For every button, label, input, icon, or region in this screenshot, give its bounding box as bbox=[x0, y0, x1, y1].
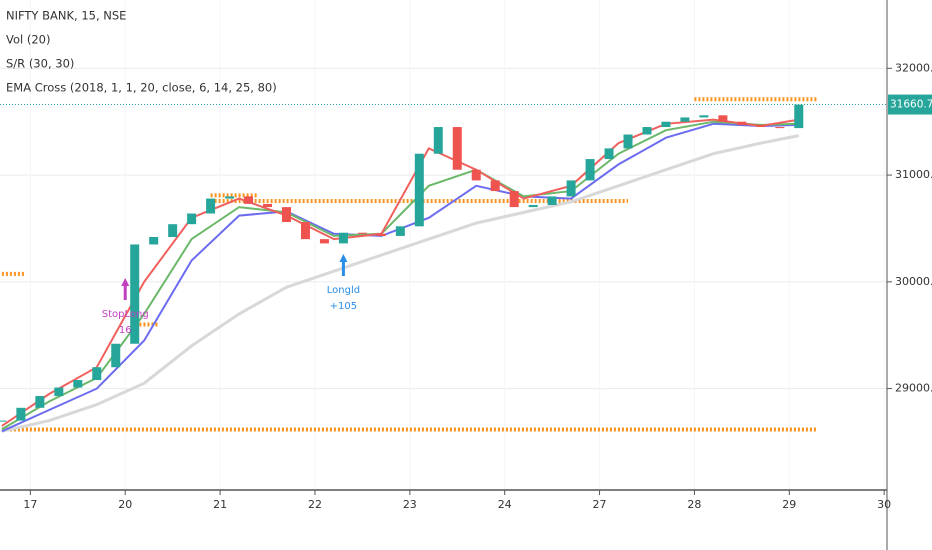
candle bbox=[16, 407, 26, 421]
candle bbox=[149, 236, 159, 245]
candle bbox=[73, 380, 83, 388]
candle bbox=[319, 239, 329, 244]
signal-label: Longld bbox=[327, 285, 360, 296]
indicator-label: EMA Cross (2018, 1, 1, 20, close, 6, 14,… bbox=[6, 81, 277, 95]
candle bbox=[414, 153, 424, 227]
candle bbox=[0, 420, 7, 422]
candle bbox=[661, 121, 671, 128]
candle bbox=[680, 117, 690, 122]
candle bbox=[642, 127, 652, 135]
candle bbox=[471, 169, 481, 181]
candle bbox=[395, 226, 405, 236]
signal-arrow bbox=[121, 278, 130, 300]
signal-label: StopLong bbox=[102, 309, 149, 320]
candle bbox=[433, 127, 443, 154]
candle bbox=[775, 127, 785, 129]
candle bbox=[244, 196, 254, 204]
x-tick-label: 24 bbox=[498, 498, 512, 511]
candle bbox=[35, 396, 45, 408]
indicator-label: S/R (30, 30) bbox=[6, 57, 74, 71]
grid bbox=[0, 0, 887, 490]
candle bbox=[54, 387, 64, 397]
ema-line bbox=[1, 122, 799, 433]
chart-title: NIFTY BANK, 15, NSE bbox=[6, 9, 126, 23]
y-tick-label: 31000.00 bbox=[895, 168, 932, 181]
candle bbox=[225, 196, 235, 199]
candle bbox=[547, 196, 557, 205]
signal-arrow bbox=[339, 254, 348, 276]
candle bbox=[376, 233, 386, 236]
x-tick-label: 22 bbox=[308, 498, 322, 511]
x-tick-label: 20 bbox=[118, 498, 132, 511]
signal-detail: +105 bbox=[330, 301, 357, 312]
legend: NIFTY BANK, 15, NSE Vol (20) S/R (30, 30… bbox=[6, 9, 277, 95]
candle bbox=[737, 121, 747, 125]
candle bbox=[490, 180, 500, 192]
candle bbox=[756, 124, 766, 128]
candle bbox=[452, 127, 462, 170]
x-tick-label: 21 bbox=[213, 498, 227, 511]
candle bbox=[263, 203, 273, 208]
candle bbox=[300, 222, 310, 240]
candle bbox=[528, 204, 538, 208]
last-price-label: 31660.70 bbox=[890, 99, 932, 111]
x-tick-label: 23 bbox=[403, 498, 417, 511]
y-tick-label: 29000.00 bbox=[895, 382, 932, 395]
candle bbox=[699, 115, 709, 118]
y-tick-label: 32000.00 bbox=[895, 61, 932, 74]
last-price-box bbox=[888, 94, 932, 115]
candle bbox=[623, 134, 633, 149]
candle bbox=[92, 367, 102, 381]
signal-detail: 16 bbox=[119, 325, 132, 336]
candle bbox=[357, 232, 367, 234]
ema-line bbox=[1, 134, 800, 433]
candle bbox=[566, 180, 576, 197]
y-tick-label: 30000.00 bbox=[895, 275, 932, 288]
candle bbox=[281, 207, 291, 223]
x-tick-label: 17 bbox=[23, 498, 37, 511]
candle bbox=[130, 244, 140, 344]
candle bbox=[206, 198, 216, 214]
candle bbox=[509, 191, 519, 208]
x-tick-label: 30 bbox=[877, 498, 891, 511]
candle bbox=[168, 224, 178, 237]
candle bbox=[718, 115, 728, 122]
candle bbox=[111, 343, 121, 368]
candle bbox=[585, 159, 595, 181]
x-tick-label: 27 bbox=[593, 498, 607, 511]
axes: 29000.00 30000.00 31000.00 32000.00 17 20 21 22… bbox=[23, 61, 932, 511]
x-tick-label: 28 bbox=[687, 498, 701, 511]
candle bbox=[794, 104, 804, 129]
indicator-label: Vol (20) bbox=[6, 33, 50, 47]
plot-area: StopLong 16 Longld +105 bbox=[0, 97, 887, 433]
candle bbox=[604, 148, 614, 160]
x-tick-label: 29 bbox=[782, 498, 796, 511]
candle bbox=[338, 232, 348, 244]
candle bbox=[187, 213, 197, 225]
